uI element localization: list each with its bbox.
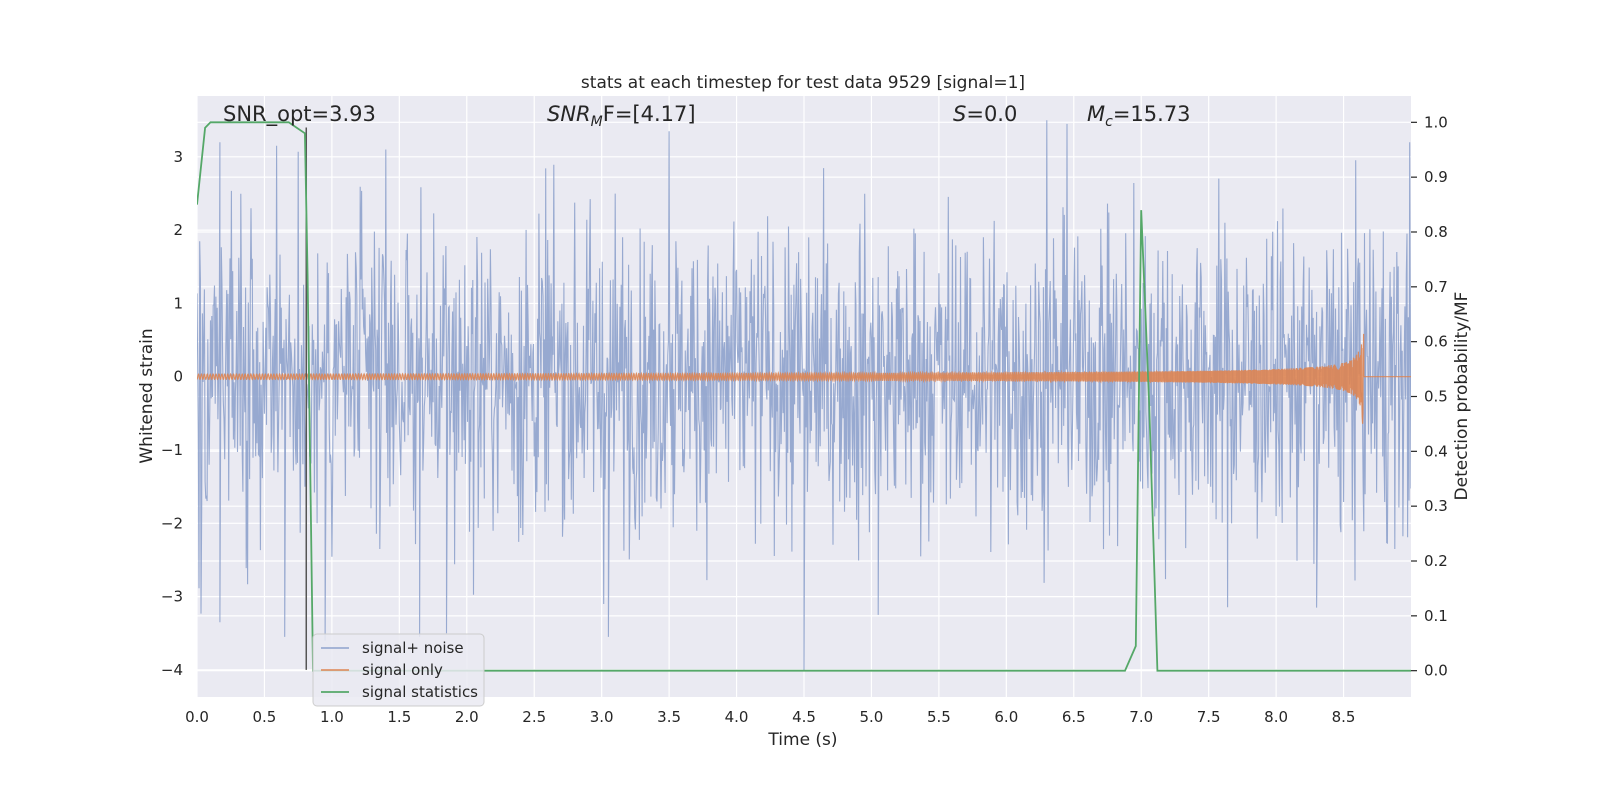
x-tick-label: 2.5 xyxy=(522,708,546,726)
y-tick-label: −1 xyxy=(161,441,183,459)
y-axis-ticks: 3 2 1 0 −1 −2 −3 −4 xyxy=(161,148,183,679)
series-signal-only xyxy=(197,333,1411,424)
x-tick-label: 1.5 xyxy=(387,708,411,726)
x-tick-label: 4.5 xyxy=(792,708,816,726)
y2-tick-label: 0.7 xyxy=(1424,278,1448,296)
x-tick-label: 0.0 xyxy=(185,708,209,726)
y-tick-label: 1 xyxy=(173,294,183,312)
y2-tick-label: 0.9 xyxy=(1424,168,1448,186)
x-tick-label: 8.0 xyxy=(1264,708,1288,726)
annotation-s: S=0.0 xyxy=(953,102,1017,126)
y2-tick-label: 0.2 xyxy=(1424,552,1448,570)
y2-tick-label: 0.5 xyxy=(1424,388,1448,406)
x-tick-label: 7.0 xyxy=(1129,708,1153,726)
y-tick-label: −2 xyxy=(161,514,183,532)
y-tick-label: 0 xyxy=(173,368,183,386)
y2-tick-label: 0.8 xyxy=(1424,223,1448,241)
y2-tick-label: 0.0 xyxy=(1424,662,1448,680)
x-tick-label: 0.5 xyxy=(253,708,277,726)
y2-tick-label: 0.3 xyxy=(1424,497,1448,515)
annotation-snr-mf: SNRMF=[4.17] xyxy=(547,102,696,130)
x-tick-label: 4.0 xyxy=(725,708,749,726)
y2-axis-ticks: 1.0 0.9 0.8 0.7 0.6 0.5 0.4 0.3 0.2 0.1 0.0 xyxy=(1411,113,1448,680)
y-tick-label: 3 xyxy=(173,148,183,166)
x-tick-label: 3.0 xyxy=(590,708,614,726)
x-tick-label: 6.0 xyxy=(994,708,1018,726)
y2-tick-label: 0.4 xyxy=(1424,442,1448,460)
x-axis-label: Time (s) xyxy=(767,730,837,750)
annotations: SNR_opt=3.93 SNRMF=[4.17] S=0.0 Mc=15.73 xyxy=(223,102,1191,130)
x-tick-label: 2.0 xyxy=(455,708,479,726)
chart-title: stats at each timestep for test data 952… xyxy=(581,73,1025,93)
y-tick-label: −4 xyxy=(161,661,183,679)
legend-label: signal+ noise xyxy=(362,639,464,657)
series-signal-noise xyxy=(197,120,1411,670)
legend-label: signal statistics xyxy=(362,683,478,701)
y-axis-label: Whitened strain xyxy=(137,328,157,463)
legend: signal+ noise signal only signal statistic… xyxy=(312,633,485,707)
y2-tick-label: 1.0 xyxy=(1424,113,1448,131)
legend-box xyxy=(312,633,485,707)
x-tick-label: 3.5 xyxy=(657,708,681,726)
y2-tick-label: 0.1 xyxy=(1424,607,1448,625)
x-tick-label: 7.5 xyxy=(1197,708,1221,726)
x-axis-ticks: 0.0 0.5 1.0 1.5 2.0 2.5 3.0 3.5 4.0 4.5 5.0 5.5 6.0 6… xyxy=(185,708,1355,726)
x-tick-label: 1.0 xyxy=(320,708,344,726)
annotation-snr-opt: SNR_opt=3.93 xyxy=(223,102,376,127)
x-tick-label: 5.5 xyxy=(927,708,951,726)
y2-axis-label: Detection probability/MF xyxy=(1452,292,1472,501)
x-tick-label: 8.5 xyxy=(1332,708,1356,726)
x-tick-label: 6.5 xyxy=(1062,708,1086,726)
x-tick-label: 5.0 xyxy=(860,708,884,726)
y2-tick-label: 0.6 xyxy=(1424,333,1448,351)
legend-label: signal only xyxy=(362,661,443,679)
y-tick-label: −3 xyxy=(161,588,183,606)
y-tick-label: 2 xyxy=(173,221,183,239)
annotation-mc: Mc=15.73 xyxy=(1087,102,1191,130)
